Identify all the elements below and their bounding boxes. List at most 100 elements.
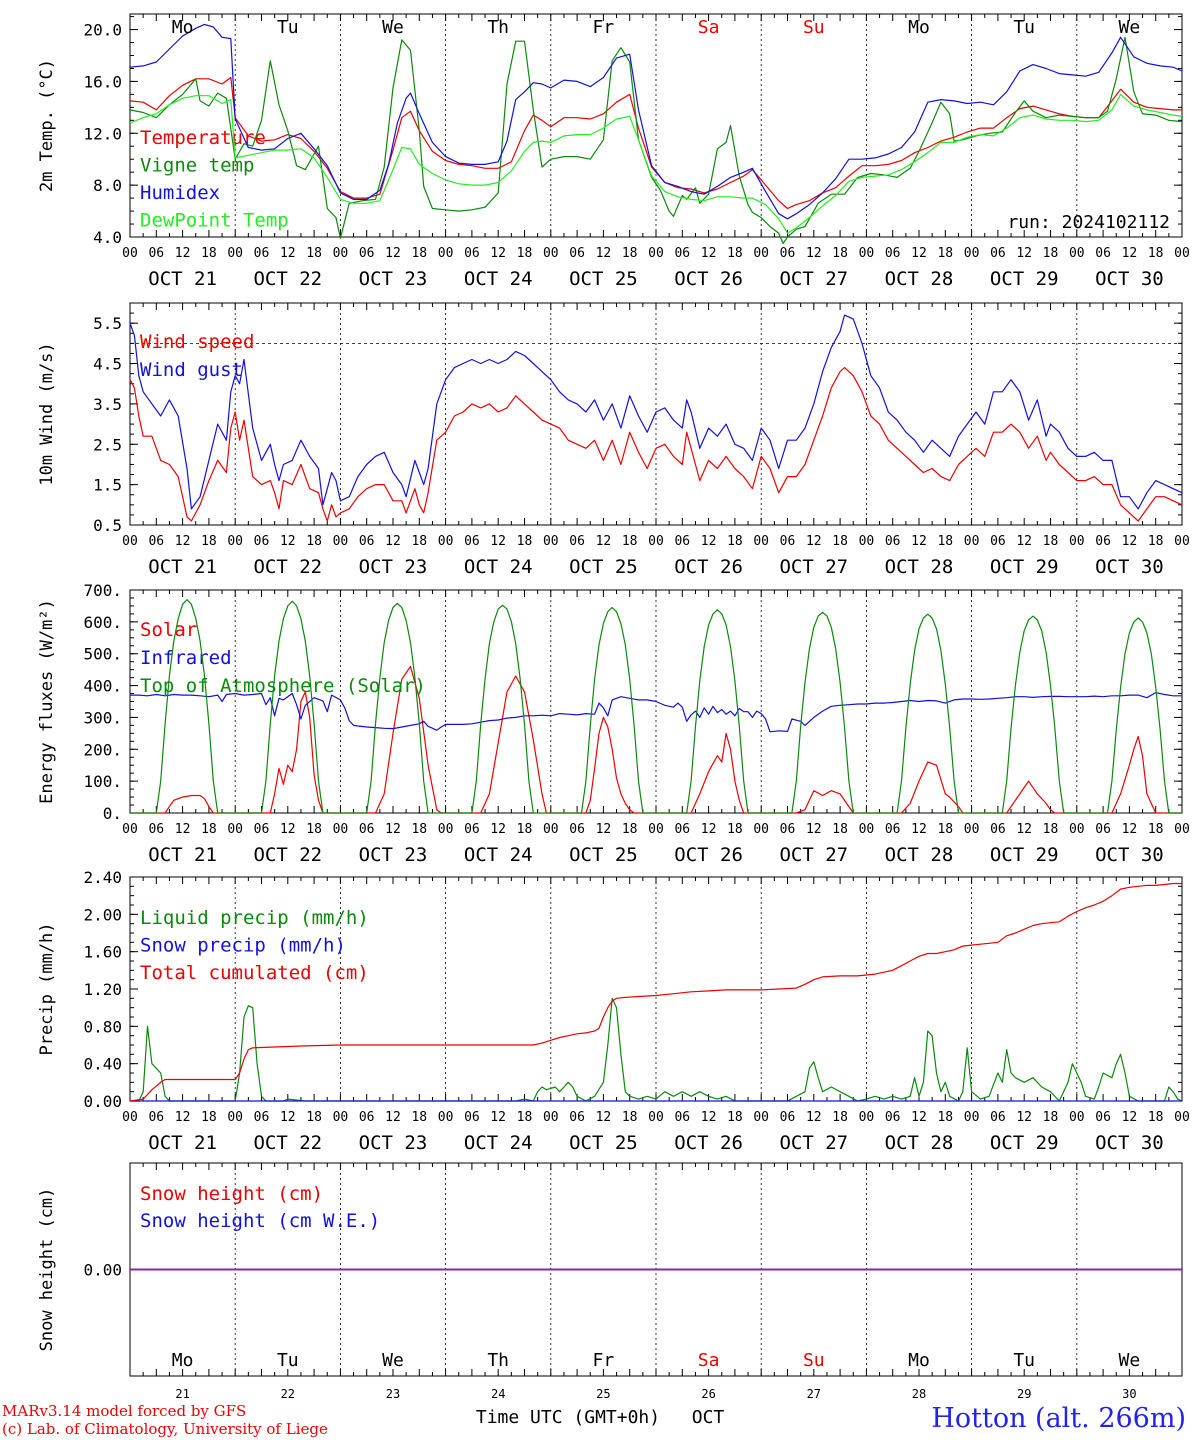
- hour-tick-label: 06: [885, 822, 901, 837]
- hour-tick-label: 06: [464, 1110, 480, 1125]
- date-label: OCT 22: [253, 556, 322, 578]
- hour-tick-label: 00: [753, 534, 769, 549]
- y-tick-label: 5.5: [93, 314, 122, 333]
- day-number-label: 29: [1017, 1387, 1031, 1401]
- hour-tick-label: 12: [911, 1110, 927, 1125]
- hour-tick-label: 00: [438, 534, 454, 549]
- hour-tick-label: 00: [753, 246, 769, 261]
- hour-tick-label: 06: [569, 246, 585, 261]
- hour-tick-label: 06: [780, 246, 796, 261]
- date-label: OCT 23: [359, 556, 428, 578]
- weekday-label: Fr: [593, 1350, 615, 1371]
- hour-tick-label: 00: [1174, 822, 1190, 837]
- hour-tick-label: 12: [490, 822, 506, 837]
- hour-tick-label: 12: [911, 822, 927, 837]
- y-tick-label: 1.5: [93, 476, 122, 495]
- weekday-label: Su: [803, 17, 825, 38]
- hour-tick-label: 12: [1016, 534, 1032, 549]
- legend-entry: Snow height (cm W.E.): [140, 1210, 380, 1232]
- hour-tick-label: 00: [859, 1110, 875, 1125]
- hour-tick-label: 00: [753, 1110, 769, 1125]
- hour-tick-label: 12: [1122, 246, 1138, 261]
- date-label: OCT 24: [464, 1132, 533, 1154]
- hour-tick-label: 06: [674, 534, 690, 549]
- hour-tick-label: 12: [280, 822, 296, 837]
- hour-tick-label: 18: [306, 534, 322, 549]
- hour-tick-label: 00: [227, 246, 243, 261]
- hour-tick-label: 12: [596, 1110, 612, 1125]
- hour-tick-label: 18: [517, 246, 533, 261]
- y-axis-label: 10m Wind (m/s): [37, 342, 57, 485]
- hour-tick-label: 06: [254, 1110, 270, 1125]
- day-number-label: 21: [175, 1387, 189, 1401]
- hour-tick-label: 06: [464, 246, 480, 261]
- date-label: OCT 21: [148, 1132, 217, 1154]
- hour-tick-label: 00: [122, 1110, 138, 1125]
- y-tick-label: 200.: [83, 740, 122, 759]
- hour-tick-label: 12: [280, 534, 296, 549]
- hour-tick-label: 06: [464, 822, 480, 837]
- y-tick-label: 1.20: [83, 980, 122, 999]
- weekday-label: Tu: [277, 17, 299, 38]
- hour-tick-label: 12: [701, 534, 717, 549]
- hour-tick-label: 06: [1095, 822, 1111, 837]
- y-tick-label: 20.0: [83, 21, 122, 40]
- hour-tick-label: 18: [411, 534, 427, 549]
- day-number-label: 28: [912, 1387, 926, 1401]
- hour-tick-label: 12: [701, 1110, 717, 1125]
- hour-tick-label: 18: [832, 822, 848, 837]
- weekday-label: Mo: [172, 1350, 194, 1371]
- date-label: OCT 22: [253, 844, 322, 866]
- model-credit: MARv3.14 model forced by GFS: [2, 1402, 247, 1420]
- weekday-label: Sa: [698, 17, 720, 38]
- hour-tick-label: 12: [280, 1110, 296, 1125]
- series-line: [130, 665, 1182, 814]
- hour-tick-label: 18: [411, 822, 427, 837]
- hour-tick-label: 00: [543, 822, 559, 837]
- hour-tick-label: 06: [359, 822, 375, 837]
- hour-tick-label: 18: [937, 1110, 953, 1125]
- weekday-label: We: [382, 1350, 404, 1371]
- hour-tick-label: 12: [280, 246, 296, 261]
- hour-tick-label: 00: [543, 534, 559, 549]
- hour-tick-label: 06: [569, 1110, 585, 1125]
- weekday-label: Fr: [593, 17, 615, 38]
- hour-tick-label: 06: [359, 246, 375, 261]
- date-label: OCT 29: [990, 1132, 1059, 1154]
- hour-tick-label: 00: [859, 246, 875, 261]
- y-tick-label: 4.0: [93, 228, 122, 247]
- hour-tick-label: 18: [1043, 822, 1059, 837]
- hour-tick-label: 12: [806, 1110, 822, 1125]
- hour-tick-label: 00: [648, 534, 664, 549]
- hour-tick-label: 12: [490, 1110, 506, 1125]
- hour-tick-label: 00: [859, 534, 875, 549]
- y-tick-label: 0.40: [83, 1055, 122, 1074]
- legend-entry: Infrared: [140, 647, 232, 669]
- date-label: OCT 23: [359, 268, 428, 290]
- hour-tick-label: 00: [333, 534, 349, 549]
- date-label: OCT 30: [1095, 268, 1164, 290]
- hour-tick-label: 06: [885, 246, 901, 261]
- hour-tick-label: 00: [753, 822, 769, 837]
- legend-entry: Snow precip (mm/h): [140, 935, 346, 957]
- hour-tick-label: 12: [385, 246, 401, 261]
- hour-tick-label: 06: [464, 534, 480, 549]
- hour-tick-label: 00: [438, 822, 454, 837]
- y-tick-label: 0.00: [83, 1092, 122, 1111]
- hour-tick-label: 00: [648, 822, 664, 837]
- legend-entry: Wind speed: [140, 331, 254, 353]
- hour-tick-label: 06: [990, 246, 1006, 261]
- hour-tick-label: 00: [122, 534, 138, 549]
- date-label: OCT 25: [569, 268, 638, 290]
- hour-tick-label: 12: [701, 246, 717, 261]
- series-line: [130, 598, 1182, 814]
- legend-entry: Humidex: [140, 182, 220, 204]
- hour-tick-label: 06: [569, 534, 585, 549]
- hour-tick-label: 06: [1095, 246, 1111, 261]
- weekday-label: Su: [803, 1350, 825, 1371]
- hour-tick-label: 18: [517, 1110, 533, 1125]
- hour-tick-label: 00: [333, 1110, 349, 1125]
- legend-entry: Total cumulated (cm): [140, 962, 369, 984]
- date-label: OCT 28: [885, 844, 954, 866]
